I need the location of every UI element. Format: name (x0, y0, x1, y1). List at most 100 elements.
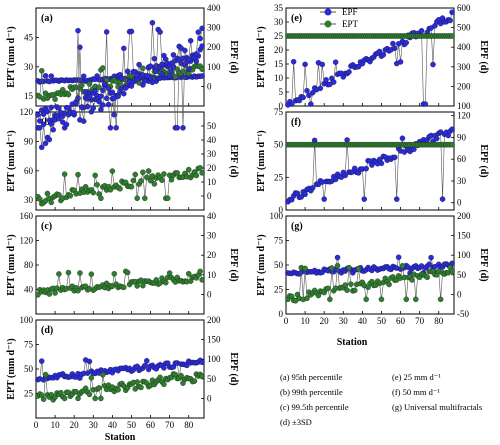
point-epf (300, 94, 306, 101)
key-g: (g) Universal multifractals (392, 402, 482, 412)
point-ept (178, 372, 184, 379)
point-ept (117, 185, 123, 192)
point-ept (346, 264, 352, 271)
ylabel-right: EPF (d) (478, 40, 489, 73)
ylabel-right: EPF (d) (228, 144, 239, 177)
key-a: (a) 95th percentile (280, 372, 343, 382)
point-ept (46, 291, 53, 297)
point-epf (142, 362, 148, 369)
point-ept (199, 373, 205, 380)
ylabel-right: EPF (d) (478, 248, 489, 281)
point-ept (363, 296, 369, 303)
point-epf (378, 160, 385, 167)
xtick-label: 80 (434, 316, 444, 326)
ytick-right-label: -50 (457, 309, 469, 319)
ytick-left-label: 45 (24, 32, 34, 42)
point-ept (302, 265, 308, 272)
plot-frame (285, 7, 455, 107)
point-epf (111, 112, 118, 118)
point-epf (159, 61, 165, 68)
ytick-left-label: 100 (20, 315, 34, 325)
point-ept (449, 141, 455, 148)
xtick-label: 0 (284, 316, 289, 326)
panel-label: (g) (291, 221, 303, 232)
point-ept (86, 391, 93, 398)
point-epf (153, 68, 160, 74)
legend-ept-marker (324, 20, 332, 28)
point-epf (90, 105, 97, 111)
point-epf (306, 92, 312, 99)
point-ept (115, 387, 121, 393)
point-epf (304, 87, 310, 94)
point-ept (38, 68, 45, 74)
ytick-right-label: 200 (457, 81, 471, 91)
point-epf (122, 85, 129, 91)
point-epf (113, 125, 119, 131)
point-ept (161, 171, 167, 177)
point-epf (50, 126, 56, 133)
ylabel-left: EPT (mm d⁻¹) (256, 234, 267, 295)
panel-g: 0 25 50 75 100 -50 0 50 100 150 200 0 10 20 30 40 50 60 70… (256, 211, 489, 326)
point-epf (399, 135, 406, 142)
xtick-label: 50 (377, 316, 387, 326)
point-ept (145, 168, 152, 174)
point-epf (115, 93, 121, 99)
ytick-right-label: 400 (207, 3, 221, 13)
xtick-label: 60 (146, 420, 156, 430)
ylabel-left: EPT (mm d⁻¹) (256, 130, 267, 191)
xtick-label: 30 (339, 316, 349, 326)
point-epf (40, 121, 47, 127)
point-ept (88, 375, 95, 381)
ytick-right-label: 400 (457, 42, 471, 52)
ytick-left-label: 35 (274, 3, 284, 13)
point-epf (166, 73, 173, 79)
point-ept (88, 271, 95, 277)
xtick-label: 60 (396, 316, 406, 326)
ylabel-left: EPT (mm d⁻¹) (6, 26, 17, 87)
point-epf (393, 196, 400, 202)
ylabel-left: EPT (mm d⁻¹) (6, 130, 17, 191)
point-epf (309, 89, 316, 96)
point-ept (134, 283, 140, 289)
point-epf (142, 78, 148, 84)
plot-frame (35, 215, 205, 315)
ytick-right-label: 200 (207, 315, 221, 325)
point-epf (35, 112, 41, 118)
point-ept (386, 281, 392, 288)
point-ept (65, 269, 72, 276)
ytick-left-label: 10 (274, 73, 284, 83)
plot-frame (35, 111, 205, 211)
panel-label: (a) (41, 13, 53, 24)
point-epf (199, 43, 205, 49)
ytick-right-label: 20 (207, 163, 217, 173)
ytick-right-label: 0 (207, 393, 212, 403)
point-epf (100, 87, 106, 94)
ylabel-right: EPF (d) (228, 40, 239, 73)
ytick-right-label: 50 (207, 374, 217, 384)
point-epf (395, 254, 402, 260)
point-epf (86, 358, 93, 365)
point-epf (193, 51, 200, 57)
point-epf (159, 71, 165, 77)
ytick-left-label: 40 (24, 285, 34, 295)
point-epf (449, 126, 455, 133)
point-epf (147, 63, 154, 69)
point-epf (342, 172, 348, 179)
point-epf (346, 69, 352, 75)
ytick-right-label: 120 (457, 111, 471, 121)
ytick-left-label: 75 (24, 340, 34, 350)
point-ept (128, 183, 135, 190)
ytick-left-label: 0 (279, 101, 284, 111)
ytick-right-label: 50 (207, 121, 217, 131)
point-epf (319, 61, 326, 68)
ytick-right-label: 300 (457, 62, 471, 72)
point-epf (86, 93, 93, 100)
point-epf (80, 118, 87, 124)
ytick-left-label: 80 (24, 260, 34, 270)
panel-label: (b) (41, 117, 53, 128)
point-epf (71, 110, 77, 116)
point-epf (199, 25, 205, 32)
point-ept (437, 296, 444, 303)
point-ept (403, 296, 410, 303)
